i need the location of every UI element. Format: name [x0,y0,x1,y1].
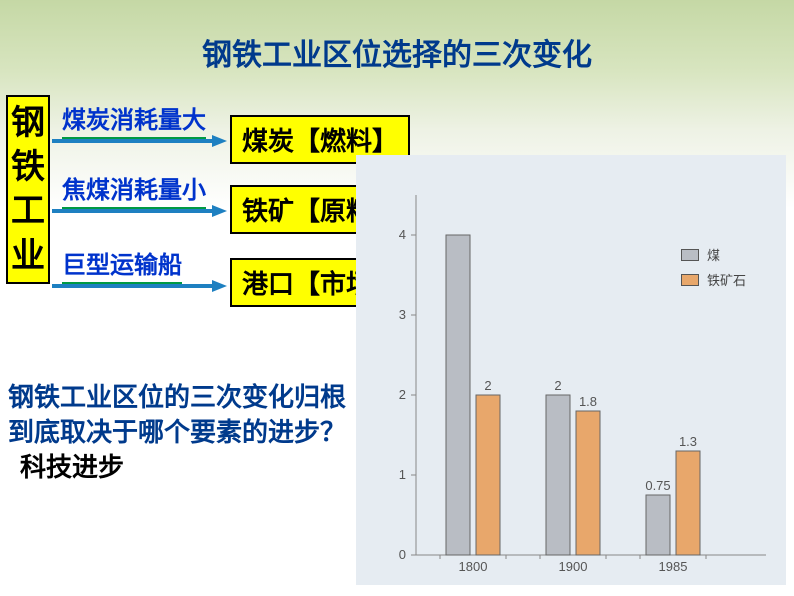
arrow-1 [52,203,227,219]
bar [646,495,670,555]
arrow-2 [52,278,227,294]
x-tick-label: 1900 [559,559,588,574]
bar-value-label: 1.8 [579,394,597,409]
legend-label: 铁矿石 [707,270,746,289]
svg-text:2: 2 [399,387,406,402]
bar-value-label: 2 [484,378,491,393]
bar [446,235,470,555]
question-body: 钢铁工业区位的三次变化归根到底取决于哪个要素的进步？ [8,382,346,447]
bar [676,451,700,555]
bar-chart: 0 1 2 3 4 1800 1900 1985 2 2 1.8 0.75 1.3 [356,155,786,585]
bar [546,395,570,555]
x-tick-label: 1800 [459,559,488,574]
svg-text:1: 1 [399,467,406,482]
bar-value-label: 2 [554,378,561,393]
bar [476,395,500,555]
chart-area: 0 1 2 3 4 1800 1900 1985 2 2 1.8 0.75 1.3 煤铁矿石 [356,155,786,585]
legend-item-1: 铁矿石 [681,270,746,289]
legend-item-0: 煤 [681,245,746,264]
svg-text:0: 0 [399,547,406,562]
legend-swatch [681,249,699,261]
question-text: 钢铁工业区位的三次变化归根到底取决于哪个要素的进步？ 科技进步 [8,380,348,485]
x-tick-label: 1985 [659,559,688,574]
svg-text:3: 3 [399,307,406,322]
svg-text:4: 4 [399,227,406,242]
bar-value-label: 0.75 [645,478,670,493]
legend-label: 煤 [707,245,720,264]
page-title: 钢铁工业区位选择的三次变化 [0,30,794,74]
chart-legend: 煤铁矿石 [681,245,746,295]
bar [576,411,600,555]
bar-value-label: 1.3 [679,434,697,449]
arrow-0 [52,133,227,149]
legend-swatch [681,274,699,286]
steel-industry-label: 钢铁工业 [6,95,50,284]
answer-text: 科技进步 [20,452,124,482]
